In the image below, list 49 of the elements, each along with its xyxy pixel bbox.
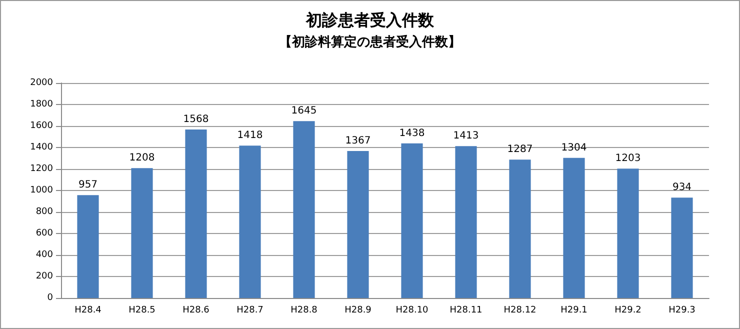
- x-tick-label: H28.6: [182, 306, 210, 316]
- x-tick-label: H29.3: [668, 306, 696, 316]
- y-tick-label: 1800: [30, 100, 54, 110]
- chart-subtitle: 【初診料算定の患者受入件数】: [279, 34, 461, 50]
- x-tick-label: H28.10: [396, 306, 429, 316]
- data-label: 1304: [561, 142, 587, 154]
- y-tick-label: 1600: [30, 121, 54, 131]
- data-label: 1568: [183, 114, 209, 125]
- bar: [185, 129, 207, 298]
- data-label: 1367: [345, 136, 371, 147]
- y-tick-label: 800: [36, 207, 54, 217]
- x-tick-label: H28.9: [344, 306, 372, 316]
- data-label: 1418: [237, 130, 263, 142]
- data-label: 934: [672, 182, 692, 194]
- x-tick-label: H28.12: [504, 306, 536, 316]
- data-label: 1438: [399, 128, 425, 139]
- bar: [455, 146, 477, 298]
- x-tick-label: H28.4: [74, 306, 102, 316]
- bar: [131, 168, 153, 298]
- y-tick-label: 200: [36, 272, 54, 282]
- x-tick-label: H28.7: [236, 306, 264, 316]
- x-tick-label: H29.2: [614, 306, 642, 316]
- chart-title: 初診患者受入件数: [305, 10, 435, 30]
- data-label: 1287: [507, 144, 533, 156]
- bar: [293, 121, 315, 298]
- y-tick-label: 2000: [30, 78, 54, 88]
- y-tick-label: 1200: [30, 164, 54, 174]
- x-tick-label: H28.8: [290, 306, 318, 316]
- bar: [347, 151, 369, 298]
- bar: [563, 158, 585, 298]
- bar: [239, 146, 261, 298]
- y-tick-label: 0: [47, 293, 54, 303]
- bar: [671, 198, 693, 298]
- data-label: 1413: [453, 130, 479, 142]
- x-tick-label: H29.1: [560, 306, 588, 316]
- x-tick-label: H28.11: [450, 306, 482, 316]
- data-label: 1208: [129, 152, 155, 164]
- data-label: 1645: [291, 106, 317, 117]
- bar: [509, 160, 531, 298]
- bar: [617, 168, 639, 298]
- y-tick-label: 400: [36, 250, 54, 260]
- data-label: 1203: [615, 153, 641, 164]
- y-tick-label: 1400: [30, 142, 54, 152]
- y-tick-label: 1000: [30, 186, 54, 196]
- bar: [77, 195, 99, 298]
- bar: [401, 143, 423, 298]
- y-tick-label: 600: [36, 228, 54, 238]
- x-tick-label: H28.5: [128, 306, 156, 316]
- data-label: 957: [78, 180, 98, 191]
